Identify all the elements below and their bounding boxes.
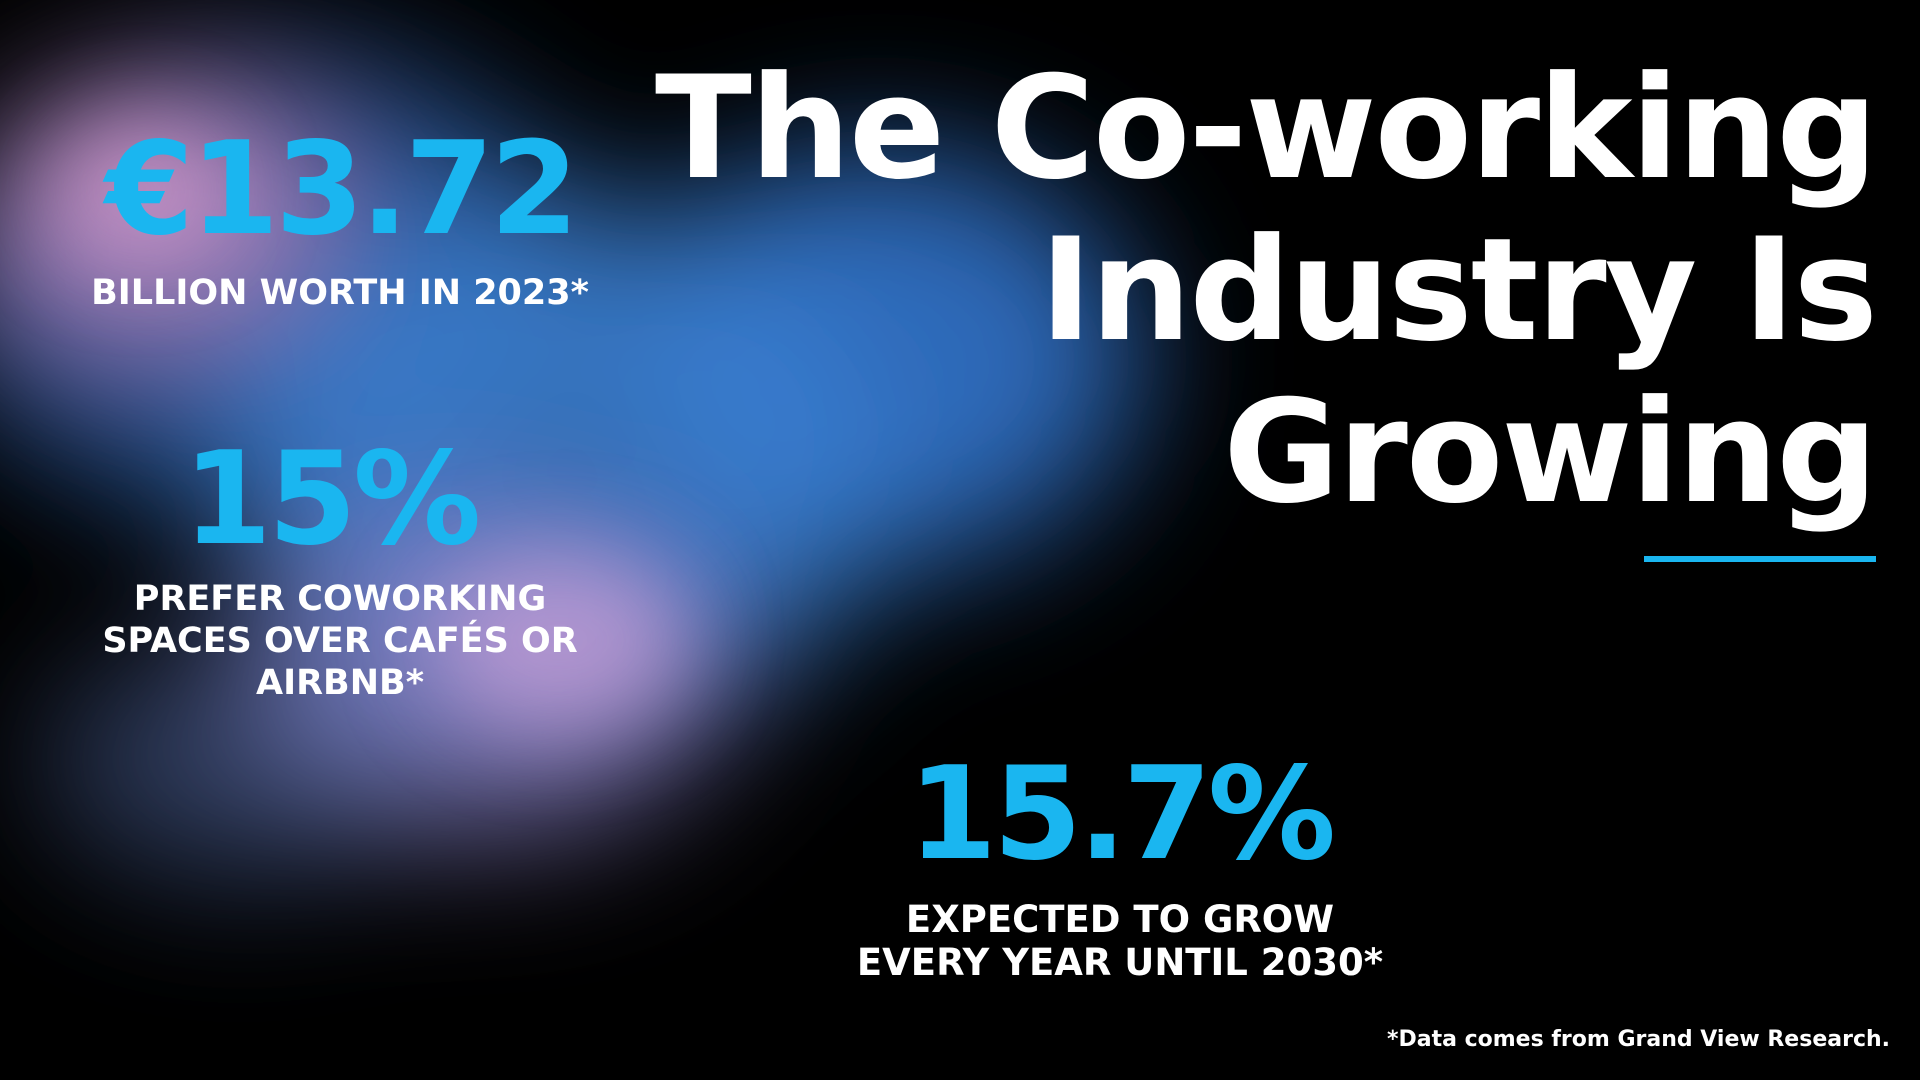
title-line-3: Growing (1223, 370, 1878, 535)
stat-market-value: €13.72 (105, 115, 579, 264)
title-line-2: Industry Is (1039, 208, 1878, 373)
stat-growth-value: 15.7% (907, 740, 1336, 889)
stat-preference-label-line-3: AIRBNB* (255, 663, 424, 703)
stat-preference-label-line-1: PREFER COWORKING (133, 579, 547, 619)
stat-growth-label-line-1: EXPECTED TO GROW (905, 898, 1335, 941)
stat-growth-label-line-2: EVERY YEAR UNTIL 2030* (856, 941, 1384, 984)
title-line-1: The Co-working (654, 46, 1878, 211)
stat-preference-label: PREFER COWORKING SPACES OVER CAFÉS OR AI… (60, 578, 620, 704)
stat-growth-label: EXPECTED TO GROW EVERY YEAR UNTIL 2030* (780, 898, 1460, 984)
page-title: The Co-working Industry Is Growing (576, 46, 1878, 535)
stat-market-label: BILLION WORTH IN 2023* (91, 273, 589, 313)
source-footnote: *Data comes from Grand View Research. (1386, 1027, 1890, 1052)
title-underline (1644, 556, 1876, 562)
stat-preference-label-line-2: SPACES OVER CAFÉS OR (102, 621, 578, 661)
stat-preference-value: 15% (182, 425, 481, 574)
